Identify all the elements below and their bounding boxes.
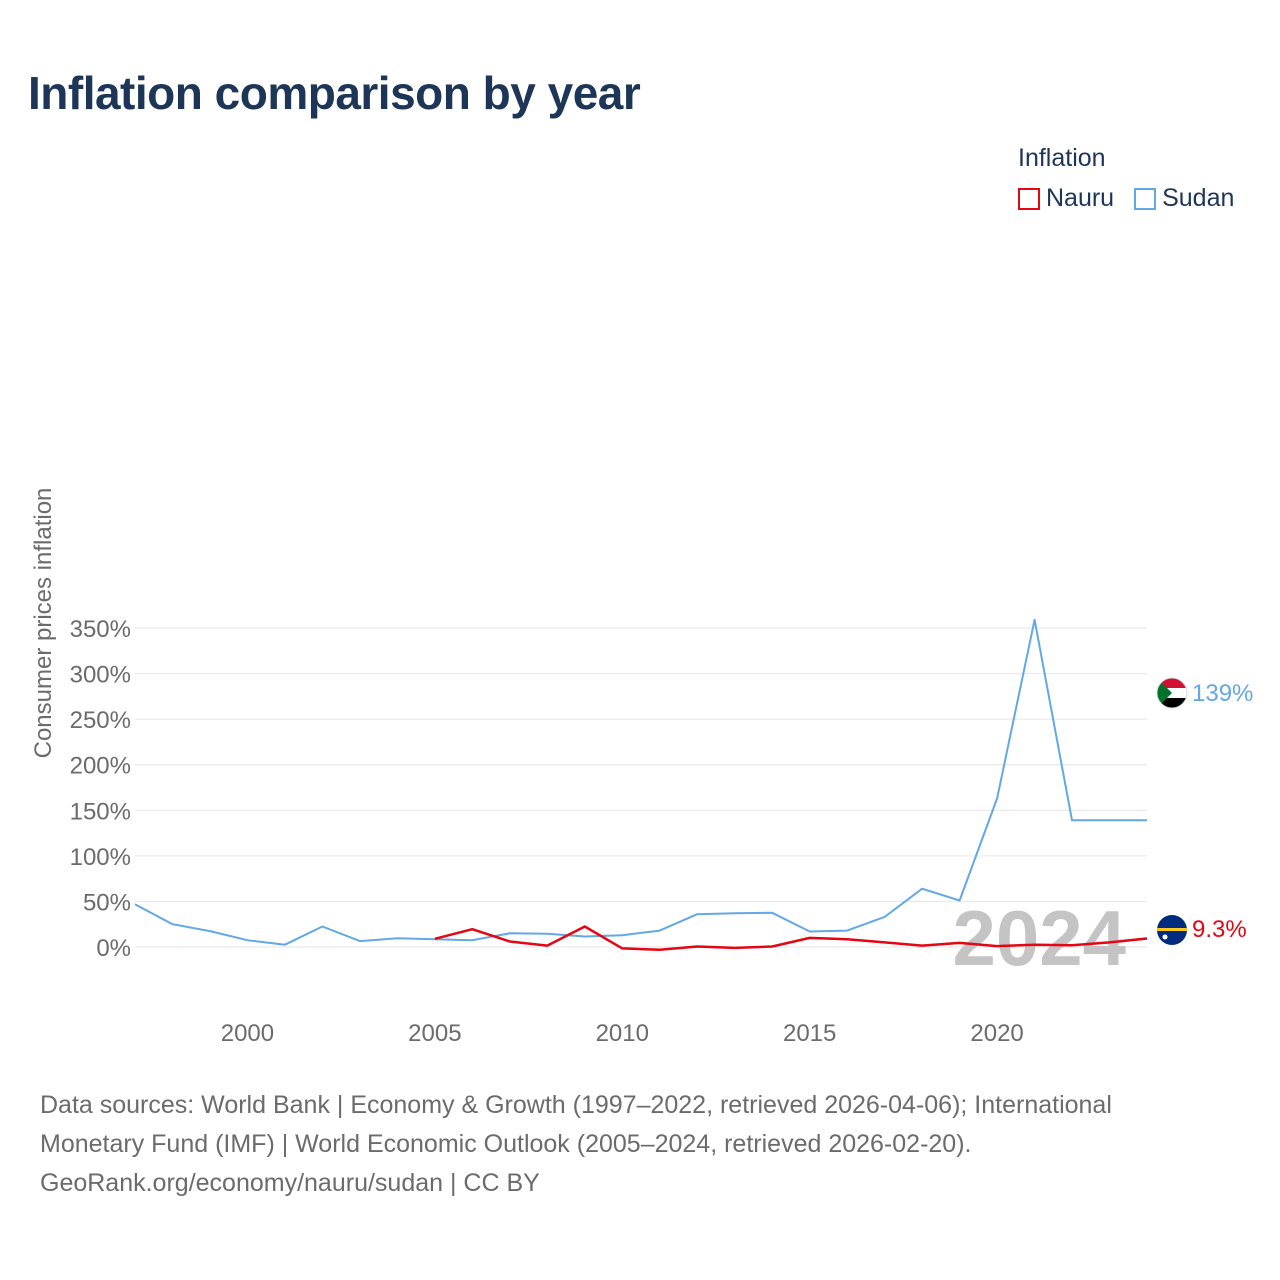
x-tick-label-2005: 2005 <box>408 1020 461 1047</box>
y-tick-labels: 0% 50% 100% 150% 200% 250% 300% 350% <box>70 616 131 962</box>
y-tick-label-150: 150% <box>70 798 131 825</box>
legend-item-nauru[interactable]: Nauru <box>1018 184 1114 213</box>
legend-title: Inflation <box>1018 144 1106 172</box>
legend-item-sudan[interactable]: Sudan <box>1134 184 1234 213</box>
gridlines <box>135 627 1147 948</box>
x-tick-labels: 2000 2005 2010 2015 2020 <box>221 1020 1024 1047</box>
end-label-nauru: 9.3% <box>1192 916 1247 943</box>
legend-label-sudan: Sudan <box>1162 184 1235 212</box>
y-tick-label-300: 300% <box>70 662 131 689</box>
x-tick-label-2020: 2020 <box>970 1020 1023 1047</box>
footer-line-2: Monetary Fund (IMF) | World Economic Out… <box>40 1130 972 1158</box>
chart-title: Inflation comparison by year <box>28 67 641 119</box>
series-line-nauru <box>434 925 1148 951</box>
y-tick-label-350: 350% <box>70 616 131 643</box>
sudan-flag-icon <box>1157 678 1187 708</box>
y-tick-label-0: 0% <box>96 935 131 962</box>
footer-line-1: Data sources: World Bank | Economy & Gro… <box>40 1091 1112 1119</box>
footer-line-3[interactable]: GeoRank.org/economy/nauru/sudan | CC BY <box>40 1169 540 1197</box>
legend-label-nauru: Nauru <box>1046 184 1115 212</box>
nauru-flag-icon <box>1157 915 1187 945</box>
x-tick-label-2010: 2010 <box>596 1020 649 1047</box>
x-tick-label-2015: 2015 <box>783 1020 836 1047</box>
y-tick-label-50: 50% <box>83 889 131 916</box>
series-line-sudan <box>134 618 1147 946</box>
legend-swatch-nauru <box>1018 187 1040 210</box>
legend: Nauru Sudan <box>1018 184 1234 213</box>
x-tick-label-2000: 2000 <box>221 1020 274 1047</box>
y-tick-label-250: 250% <box>70 707 131 734</box>
y-tick-label-200: 200% <box>70 753 131 780</box>
year-watermark: 2024 <box>952 894 1126 982</box>
footer-sources: Data sources: World Bank | Economy & Gro… <box>40 1086 1240 1203</box>
legend-swatch-sudan <box>1134 187 1157 210</box>
y-tick-label-100: 100% <box>70 844 131 871</box>
y-axis-label: Consumer prices inflation <box>30 488 57 759</box>
series-lines <box>134 618 1148 951</box>
end-label-sudan: 139% <box>1192 680 1253 707</box>
